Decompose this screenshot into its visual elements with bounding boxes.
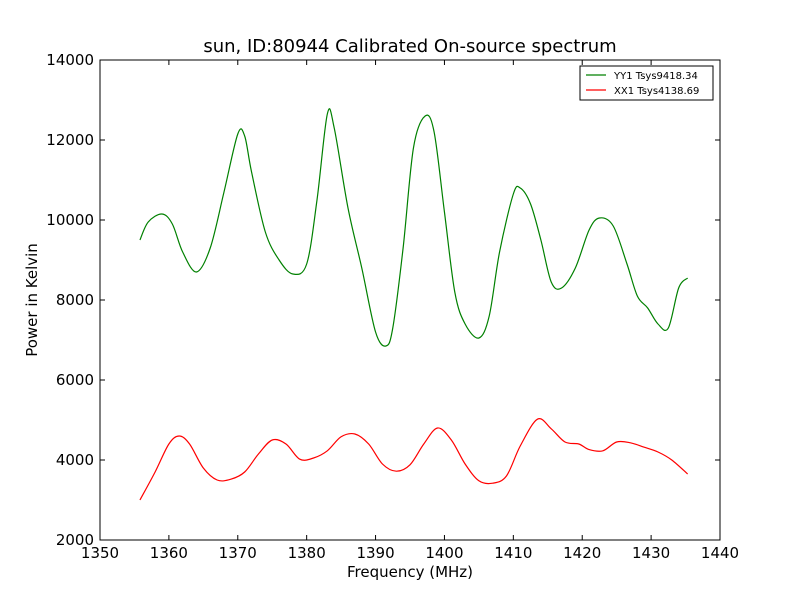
x-axis-label: Frequency (MHz): [347, 563, 473, 581]
y-tick-label: 4000: [56, 451, 94, 469]
y-tick-label: 6000: [56, 371, 94, 389]
y-tick-label: 2000: [56, 531, 94, 549]
y-axis-label: Power in Kelvin: [23, 243, 41, 357]
series-line-2: [139, 418, 689, 501]
series-lines: [139, 108, 689, 501]
x-tick-label: 1440: [701, 544, 739, 562]
legend-box: [579, 65, 714, 101]
legend-label: XX1 Tsys4138.69: [614, 86, 699, 97]
x-tick-label: 1360: [150, 544, 188, 562]
x-tick-label: 1410: [494, 544, 532, 562]
y-tick-label: 10000: [46, 211, 94, 229]
axis-ticks: 1350 1360 1370 1380 1390 1400 1410 1420 1430 1440…: [46, 51, 739, 562]
x-tick-label: 1430: [632, 544, 670, 562]
x-tick-label: 1380: [288, 544, 326, 562]
plot-area-frame: [99, 59, 721, 541]
x-tick-label: 1400: [425, 544, 463, 562]
series-line-1: [139, 108, 689, 347]
x-tick-label: 1370: [219, 544, 257, 562]
y-tick-label: 8000: [56, 291, 94, 309]
x-tick-label: 1350: [81, 544, 119, 562]
x-tick-label: 1390: [356, 544, 394, 562]
x-tick-label: 1420: [563, 544, 601, 562]
chart-title: sun, ID:80944 Calibrated On-source spect…: [203, 36, 616, 57]
legend-label: YY1 Tsys9418.34: [613, 71, 698, 82]
legend: YY1 Tsys9418.34 XX1 Tsys4138.69: [579, 65, 714, 101]
y-tick-label: 12000: [46, 131, 94, 149]
y-tick-label: 14000: [46, 51, 94, 69]
